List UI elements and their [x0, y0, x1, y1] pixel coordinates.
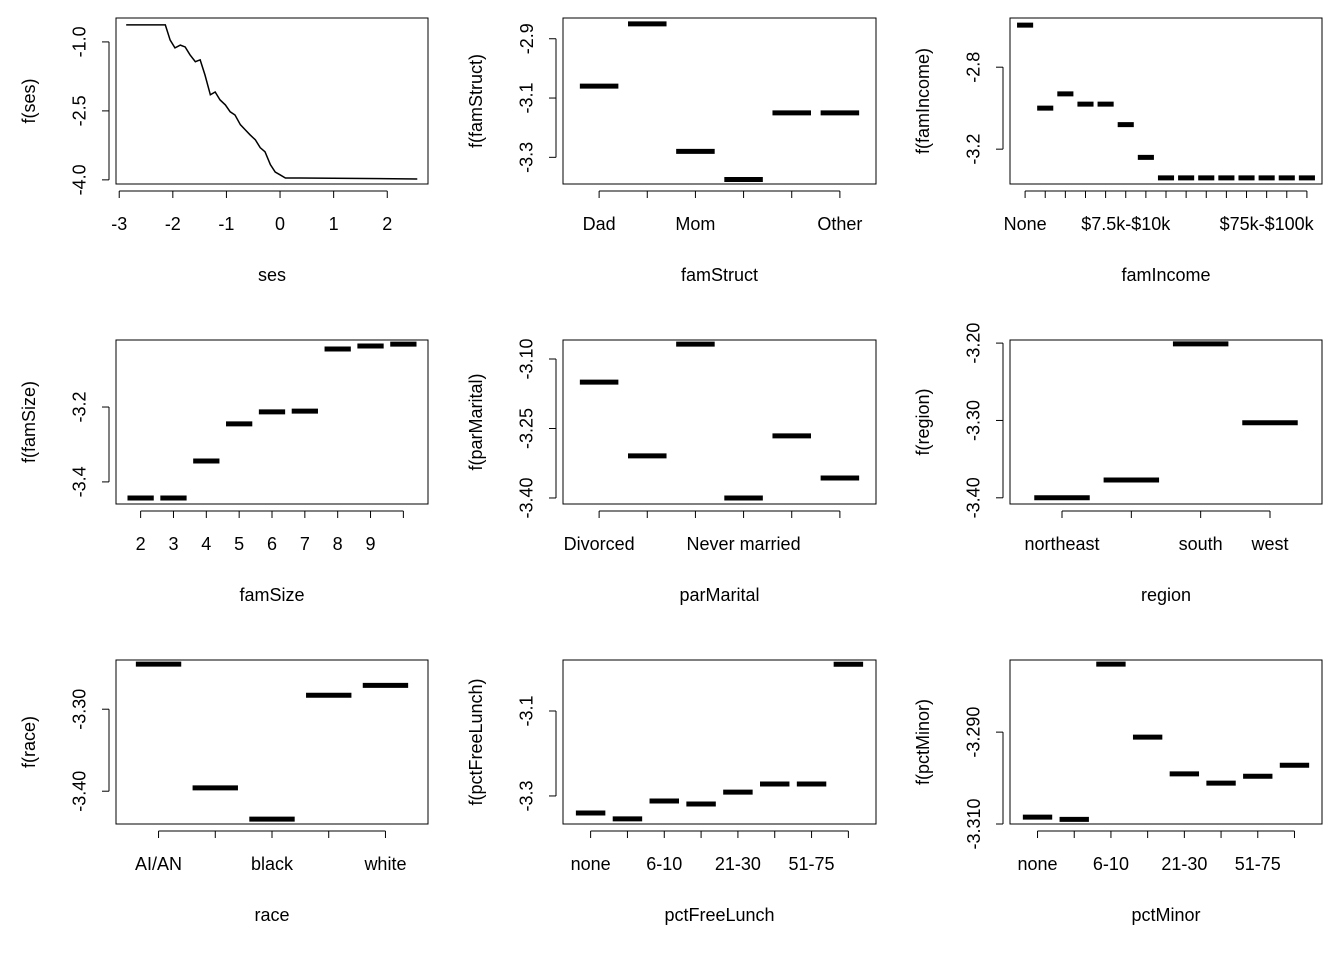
- plot-box: [1009, 339, 1323, 505]
- x-tick-label: Dad: [583, 214, 616, 234]
- y-tick-label: -3.3: [517, 142, 537, 173]
- x-tick-label: 2: [382, 214, 392, 234]
- x-tick-label: 3: [168, 534, 178, 554]
- plot-box: [1009, 659, 1323, 825]
- y-axis-label: f(famIncome): [913, 48, 933, 154]
- y-axis-label: f(ses): [19, 79, 39, 124]
- plot-box: [115, 659, 429, 825]
- x-tick-label: northeast: [1024, 534, 1099, 554]
- x-tick-label: 4: [201, 534, 211, 554]
- y-axis-label: f(famSize): [19, 381, 39, 463]
- x-tick-label: 6-10: [646, 854, 682, 874]
- x-tick-label: $7.5k-$10k: [1081, 214, 1171, 234]
- x-tick-label: 5: [234, 534, 244, 554]
- x-tick-label: 6-10: [1093, 854, 1129, 874]
- y-tick-label: -3.2: [964, 134, 984, 165]
- x-tick-label: -2: [165, 214, 181, 234]
- x-tick-label: 51-75: [1235, 854, 1281, 874]
- partial-dependence-line: [126, 24, 418, 180]
- y-axis-label: f(pctFreeLunch): [466, 678, 486, 805]
- plot-box: [562, 339, 877, 505]
- y-tick-label: -2.9: [517, 23, 537, 54]
- y-tick-label: -3.40: [70, 771, 90, 812]
- x-axis-label: famStruct: [681, 265, 758, 285]
- x-tick-label: 1: [329, 214, 339, 234]
- x-tick-label: Never married: [687, 534, 801, 554]
- y-tick-label: -3.2: [70, 392, 90, 423]
- plot-box: [115, 339, 429, 505]
- x-tick-label: none: [1018, 854, 1058, 874]
- y-axis-label: f(race): [19, 716, 39, 768]
- y-tick-label: -3.30: [70, 689, 90, 730]
- x-tick-label: black: [251, 854, 294, 874]
- x-tick-label: Mom: [675, 214, 715, 234]
- x-tick-label: 9: [366, 534, 376, 554]
- x-axis-label: pctFreeLunch: [664, 905, 774, 925]
- y-tick-label: -4.0: [70, 164, 90, 195]
- y-tick-label: -3.20: [964, 323, 984, 364]
- y-tick-label: -3.3: [517, 780, 537, 811]
- x-tick-label: 7: [300, 534, 310, 554]
- x-axis-label: famSize: [239, 585, 304, 605]
- x-tick-label: south: [1179, 534, 1223, 554]
- x-tick-label: $75k-$100k: [1220, 214, 1315, 234]
- x-axis-label: famIncome: [1121, 265, 1210, 285]
- x-tick-label: 8: [333, 534, 343, 554]
- y-axis-label: f(famStruct): [466, 54, 486, 148]
- x-tick-label: none: [571, 854, 611, 874]
- x-tick-label: 51-75: [789, 854, 835, 874]
- plot-box: [562, 17, 877, 185]
- x-tick-label: AI/AN: [135, 854, 182, 874]
- x-tick-label: Divorced: [564, 534, 635, 554]
- y-tick-label: -2.8: [964, 52, 984, 83]
- x-axis-label: ses: [258, 265, 286, 285]
- y-tick-label: -3.10: [517, 338, 537, 379]
- x-tick-label: west: [1250, 534, 1288, 554]
- x-axis-label: race: [254, 905, 289, 925]
- x-tick-label: 2: [136, 534, 146, 554]
- y-tick-label: -3.25: [517, 408, 537, 449]
- x-tick-label: white: [363, 854, 406, 874]
- x-tick-label: Other: [817, 214, 862, 234]
- x-tick-label: -3: [111, 214, 127, 234]
- y-tick-label: -3.310: [964, 798, 984, 849]
- y-tick-label: -1.0: [70, 26, 90, 57]
- plot-box: [1009, 17, 1323, 185]
- x-axis-label: parMarital: [679, 585, 759, 605]
- x-axis-label: pctMinor: [1131, 905, 1200, 925]
- x-tick-label: 21-30: [715, 854, 761, 874]
- plot-box: [562, 659, 877, 825]
- x-axis-label: region: [1141, 585, 1191, 605]
- y-tick-label: -3.1: [517, 83, 537, 114]
- x-tick-label: 6: [267, 534, 277, 554]
- y-tick-label: -3.30: [964, 400, 984, 441]
- y-tick-label: -3.1: [517, 695, 537, 726]
- y-tick-label: -3.4: [70, 466, 90, 497]
- y-tick-label: -3.40: [964, 477, 984, 518]
- x-tick-label: 0: [275, 214, 285, 234]
- x-tick-label: 21-30: [1161, 854, 1207, 874]
- x-tick-label: -1: [218, 214, 234, 234]
- y-axis-label: f(pctMinor): [913, 699, 933, 785]
- y-tick-label: -2.5: [70, 95, 90, 126]
- y-axis-label: f(parMarital): [466, 373, 486, 470]
- y-tick-label: -3.290: [964, 707, 984, 758]
- y-tick-label: -3.40: [517, 477, 537, 518]
- plot-box: [115, 17, 429, 185]
- y-axis-label: f(region): [913, 388, 933, 455]
- x-tick-label: None: [1004, 214, 1047, 234]
